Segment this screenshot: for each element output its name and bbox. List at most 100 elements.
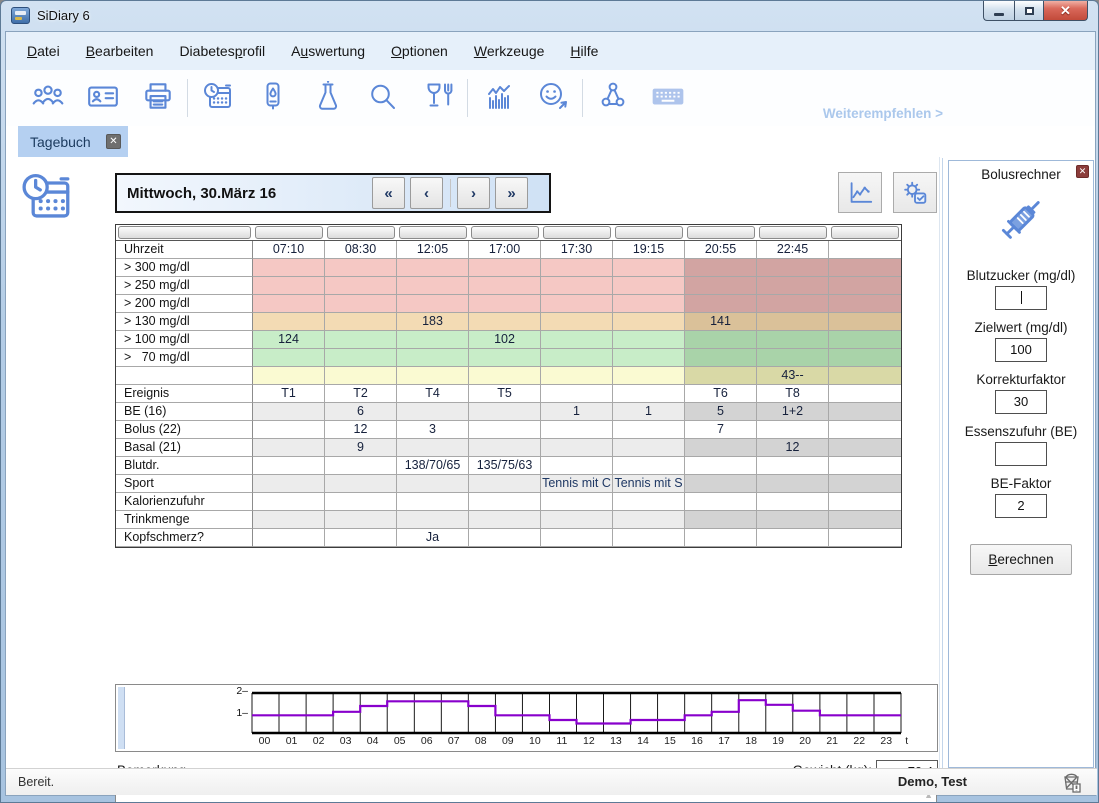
table-cell[interactable]: 6 [325,403,397,421]
table-cell[interactable] [253,439,325,457]
recommend-link[interactable]: Weiterempfehlen > [823,106,943,121]
table-cell[interactable]: 124 [253,331,325,349]
table-cell[interactable] [397,259,469,277]
table-cell[interactable] [829,457,901,475]
table-cell[interactable] [397,367,469,385]
menu-diabetesprofil[interactable]: Diabetesprofil [166,39,278,63]
time-header-cell[interactable]: 12:05 [397,241,469,259]
tab-tagebuch[interactable]: Tagebuch ✕ [18,126,128,157]
menu-hilfe[interactable]: Hilfe [557,39,611,63]
table-cell[interactable]: T6 [685,385,757,403]
printer-button[interactable] [130,76,185,120]
time-header-cell[interactable] [829,241,901,259]
menu-bearbeiten[interactable]: Bearbeiten [73,39,167,63]
bolus-field-input[interactable]: 2 [995,494,1047,518]
table-cell[interactable] [685,457,757,475]
first-day-button[interactable]: « [372,177,405,209]
table-cell[interactable] [253,511,325,529]
table-cell[interactable]: T4 [397,385,469,403]
menu-werkzeuge[interactable]: Werkzeuge [461,39,558,63]
table-cell[interactable] [613,295,685,313]
table-cell[interactable]: 1+2 [757,403,829,421]
table-cell[interactable] [253,421,325,439]
table-cell[interactable] [253,277,325,295]
table-cell[interactable]: T2 [325,385,397,403]
table-cell[interactable] [757,421,829,439]
table-cell[interactable] [541,421,613,439]
table-cell[interactable] [325,457,397,475]
bolus-field-input[interactable] [995,442,1047,466]
last-day-button[interactable]: » [495,177,528,209]
table-cell[interactable] [253,529,325,547]
statistics-view-button[interactable] [838,172,882,213]
table-cell[interactable] [757,457,829,475]
table-cell[interactable] [613,439,685,457]
table-cell[interactable] [469,277,541,295]
time-header-cell[interactable]: 17:00 [469,241,541,259]
table-cell[interactable] [829,511,901,529]
table-cell[interactable] [829,403,901,421]
table-cell[interactable] [397,349,469,367]
minimize-button[interactable] [983,1,1014,21]
table-cell[interactable] [541,331,613,349]
table-cell[interactable] [685,475,757,493]
nutrition-button[interactable] [410,76,465,120]
table-cell[interactable] [613,529,685,547]
table-cell[interactable] [325,259,397,277]
table-cell[interactable] [613,259,685,277]
table-cell[interactable] [757,529,829,547]
flask-button[interactable] [300,76,355,120]
table-cell[interactable]: 43-- [757,367,829,385]
table-cell[interactable] [613,331,685,349]
table-cell[interactable] [757,349,829,367]
table-cell[interactable] [325,349,397,367]
table-cell[interactable] [397,493,469,511]
table-cell[interactable]: 9 [325,439,397,457]
table-cell[interactable]: 7 [685,421,757,439]
table-cell[interactable] [325,511,397,529]
table-cell[interactable] [541,457,613,475]
time-header-cell[interactable]: 08:30 [325,241,397,259]
table-cell[interactable] [685,331,757,349]
table-cell[interactable] [397,295,469,313]
table-cell[interactable] [685,511,757,529]
time-header-cell[interactable]: 22:45 [757,241,829,259]
table-cell[interactable] [613,349,685,367]
table-cell[interactable] [325,313,397,331]
table-cell[interactable]: 135/75/63 [469,457,541,475]
table-cell[interactable] [397,403,469,421]
table-cell[interactable] [325,331,397,349]
table-cell[interactable]: 12 [757,439,829,457]
time-header-cell[interactable]: 17:30 [541,241,613,259]
column-header-button[interactable] [831,226,899,239]
table-cell[interactable] [685,277,757,295]
maximize-button[interactable] [1014,1,1043,21]
column-header-button[interactable] [255,226,323,239]
table-cell[interactable] [469,493,541,511]
table-cell[interactable]: Tennis mit S [613,475,685,493]
column-header-button[interactable] [687,226,755,239]
bolus-field-input[interactable]: 100 [995,338,1047,362]
table-cell[interactable] [397,277,469,295]
table-cell[interactable] [685,439,757,457]
statistics-button[interactable] [470,76,525,120]
table-cell[interactable] [253,313,325,331]
table-cell[interactable] [757,511,829,529]
users-button[interactable] [20,76,75,120]
table-cell[interactable]: Tennis mit C [541,475,613,493]
column-header-button[interactable] [759,226,827,239]
bolus-field-input[interactable]: 30 [995,390,1047,414]
table-cell[interactable] [253,259,325,277]
berechnen-button[interactable]: Berechnen [970,544,1072,575]
table-cell[interactable] [757,475,829,493]
table-cell[interactable]: 1 [541,403,613,421]
table-cell[interactable]: T8 [757,385,829,403]
settings-view-button[interactable] [893,172,937,213]
table-cell[interactable] [469,403,541,421]
table-cell[interactable] [325,529,397,547]
column-header-button[interactable] [543,226,611,239]
column-header-button[interactable] [399,226,467,239]
share-button[interactable] [585,76,640,120]
meter-button[interactable] [245,76,300,120]
table-cell[interactable] [613,385,685,403]
